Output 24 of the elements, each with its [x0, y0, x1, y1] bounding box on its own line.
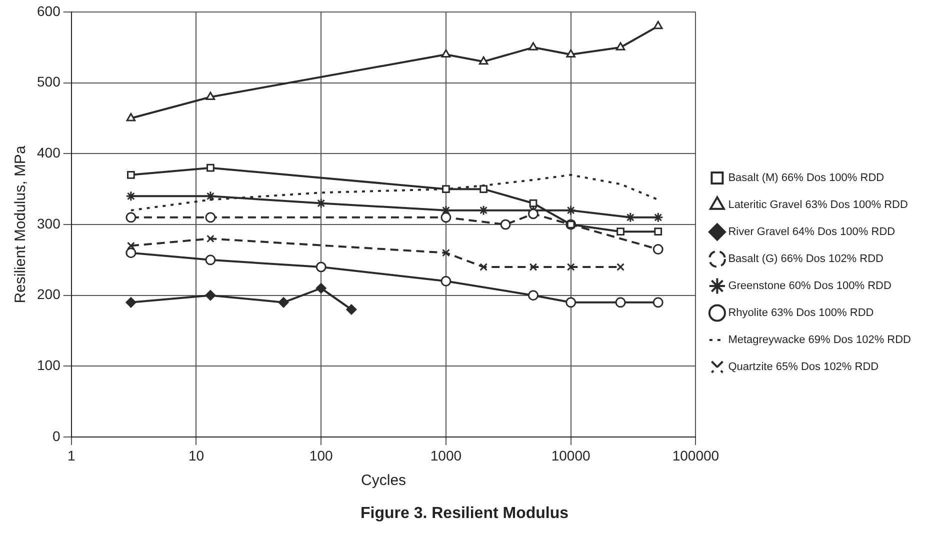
y-tick-label: 100 [37, 357, 61, 374]
y-tick-label: 300 [37, 215, 61, 232]
x-tick-label: 10000 [551, 447, 591, 464]
y-tick-label: 0 [52, 428, 61, 444]
legend-label: River Gravel 64% Dos 100% RDD [728, 226, 896, 238]
x-tick-label: 100 [309, 447, 333, 464]
legend-label: Metagreywacke 69% Dos 102% RDD [728, 334, 912, 346]
y-axis-title: Resilient Modulus, MPa [12, 145, 30, 304]
legend-label: Rhyolite 63% Dos 100% RDD [728, 307, 874, 320]
legend-label: Basalt (G) 66% Dos 102% RDD [728, 253, 884, 266]
legend-label: Greenstone 60% Dos 100% RDD [728, 280, 892, 292]
y-tick-label: 400 [37, 144, 61, 161]
legend-label: Quartzite 65% Dos 102% RDD [728, 361, 879, 374]
x-tick-label: 10 [188, 447, 204, 464]
y-tick-label: 600 [37, 2, 61, 19]
x-axis-title: Cycles [361, 472, 406, 489]
x-tick-label: 1000 [430, 447, 462, 464]
legend-label: Basalt (M) 66% Dos 100% RDD [728, 172, 884, 184]
y-tick-label: 500 [37, 74, 61, 90]
x-tick-label: 1 [67, 447, 76, 464]
y-tick-label: 200 [37, 286, 61, 302]
text: Figure 3. Resilient Modulus [360, 504, 569, 522]
x-tick-label: 100000 [672, 447, 720, 464]
legend-label: Lateritic Gravel 63% Dos 100% RDD [728, 199, 908, 212]
